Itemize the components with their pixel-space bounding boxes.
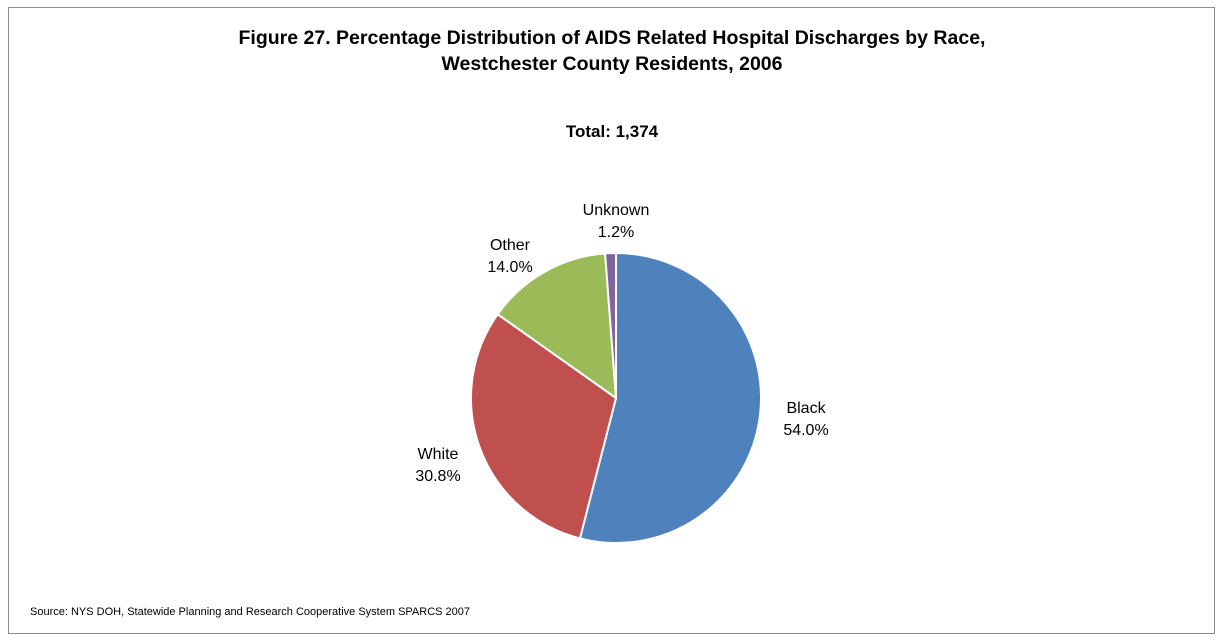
slice-label-unknown: Unknown xyxy=(583,202,650,219)
slice-label-white: White xyxy=(418,446,459,463)
slice-value-black: 54.0% xyxy=(783,422,828,439)
slice-label-black: Black xyxy=(786,400,826,417)
pie-slice-white xyxy=(470,312,618,540)
slice-value-other: 14.0% xyxy=(487,259,532,276)
pie-slice-other xyxy=(496,252,618,401)
pie-slice-unknown xyxy=(604,251,617,399)
slice-label-other: Other xyxy=(490,237,531,254)
chart-subtitle: Total: 1,374 xyxy=(565,122,659,141)
source-note: Source: NYS DOH, Statewide Planning and … xyxy=(30,606,471,618)
chart-title: Figure 27. Percentage Distribution of AI… xyxy=(238,27,986,75)
pie-slice-black xyxy=(578,251,763,544)
slice-value-unknown: 1.2% xyxy=(598,224,634,241)
slice-value-white: 30.8% xyxy=(415,468,460,485)
